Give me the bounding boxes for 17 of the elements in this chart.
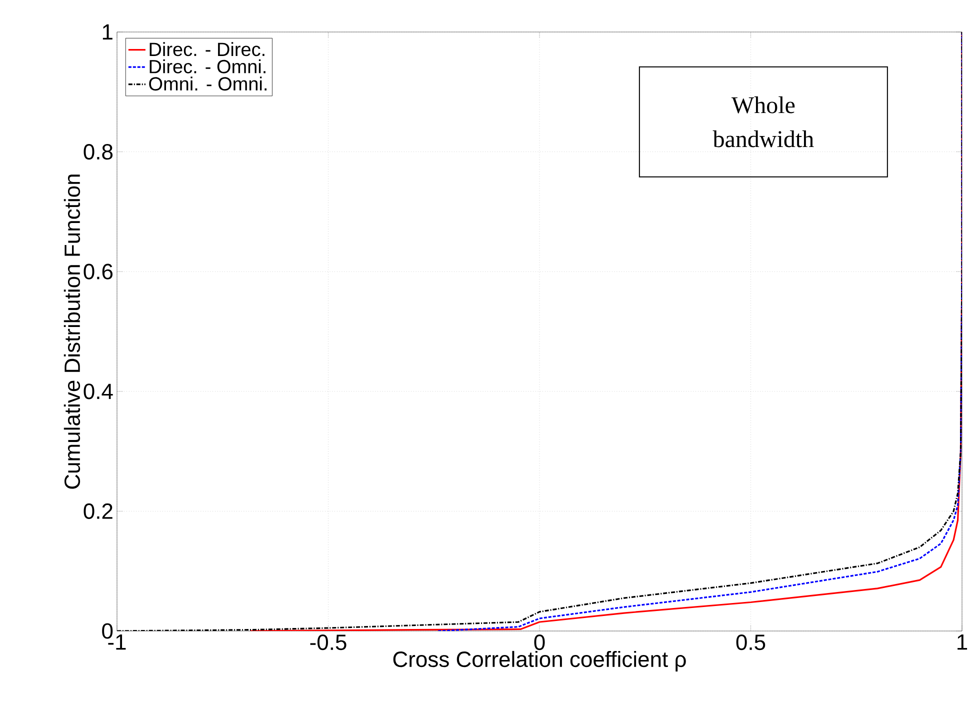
y-tick-label: 0.4 (84, 384, 113, 400)
y-axis-title: Cumulative Distribution Function (64, 174, 80, 489)
y-tick-label: 0.2 (84, 503, 112, 519)
legend-label: Omni. - Omni. (149, 76, 266, 91)
x-tick-label: 0.5 (736, 634, 766, 650)
line-series (437, 32, 962, 631)
y-tick-label: 1 (102, 24, 112, 40)
x-tick-label: 0 (534, 634, 545, 650)
line-series (117, 32, 962, 631)
y-tick-label: 0.6 (84, 264, 113, 280)
legend-label: Direc. - Omni. (150, 59, 266, 74)
legend-label: Direc. - Direc. (150, 42, 264, 56)
x-axis-title: Cross Correlation coefficient ρ (393, 650, 686, 672)
y-tick-label: 0.8 (84, 144, 113, 160)
x-tick-label: -0.5 (310, 634, 346, 650)
x-tick-label: 1 (958, 634, 968, 650)
annotation: Whole bandwidth (712, 96, 814, 148)
